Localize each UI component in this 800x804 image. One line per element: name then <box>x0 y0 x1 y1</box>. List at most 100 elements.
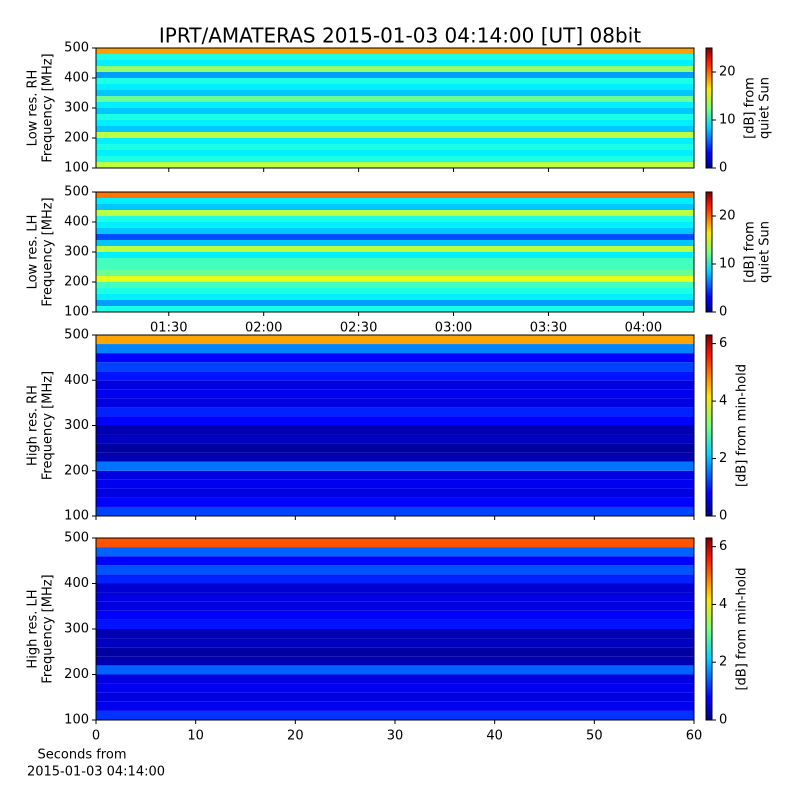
colorbar-tick-label: 20 <box>719 209 736 224</box>
spectrogram-cell <box>96 497 694 507</box>
spectrogram-cell <box>96 674 694 684</box>
x-tick-label: 10 <box>187 729 204 744</box>
y-axis-label: High res. RH <box>26 385 41 466</box>
colorbar-tick-label: 20 <box>719 65 736 80</box>
spectrogram-cell <box>96 120 694 126</box>
spectrogram-cell <box>96 282 694 288</box>
spectrogram-cell <box>96 629 694 639</box>
spectrogram-cell <box>96 48 694 54</box>
spectrogram-cell <box>96 246 694 252</box>
x-tick-label: 02:30 <box>340 321 377 336</box>
spectrogram-cell <box>96 156 694 162</box>
spectrogram-cell <box>96 78 694 84</box>
x-tick-label: 04:00 <box>625 321 662 336</box>
y-tick-label: 400 <box>64 215 89 230</box>
colorbar-label: [dB] from <box>743 77 758 139</box>
colorbar-tick-label: 2 <box>719 655 727 670</box>
spectrogram-cell <box>96 601 694 611</box>
spectrogram-cell <box>96 592 694 602</box>
colorbar <box>705 191 713 313</box>
colorbar-tick-label: 0 <box>719 509 727 524</box>
spectrogram-cell <box>96 96 694 102</box>
y-tick-label: 200 <box>64 275 89 290</box>
spectrogram-cell <box>96 60 694 66</box>
x-axis-label: Seconds from <box>37 748 126 763</box>
y-axis-label: Frequency [MHz] <box>41 574 56 683</box>
x-tick-label: 30 <box>387 729 404 744</box>
colorbar-tick-label: 0 <box>719 305 727 320</box>
spectrogram-cell <box>96 583 694 593</box>
y-tick-label: 100 <box>64 509 89 524</box>
spectrogram-cell <box>96 398 694 408</box>
spectrogram-cell <box>96 610 694 620</box>
colorbar-tick-label: 2 <box>719 451 727 466</box>
spectrogram-cell <box>96 452 694 462</box>
spectrogram-cell <box>96 72 694 78</box>
y-tick-label: 400 <box>64 576 89 591</box>
spectrogram-cell <box>96 252 694 258</box>
y-tick-label: 500 <box>64 41 89 56</box>
colorbar-label: [dB] from min-hold <box>735 364 750 487</box>
spectrogram-cell <box>96 701 694 711</box>
spectrogram-cell <box>96 547 694 557</box>
spectrogram-cell <box>96 300 694 306</box>
spectrogram-cell <box>96 258 694 264</box>
colorbar-tick-label: 4 <box>719 394 727 409</box>
spectrogram-cell <box>96 102 694 108</box>
spectrogram-cell <box>96 90 694 96</box>
y-axis-label: Frequency [MHz] <box>41 197 56 306</box>
spectrogram-cell <box>96 710 694 720</box>
spectrogram-cell <box>96 264 694 270</box>
spectrogram-cell <box>96 647 694 657</box>
colorbar-tick-label: 6 <box>719 336 727 351</box>
spectrogram-cell <box>96 665 694 675</box>
spectrogram-cell <box>96 216 694 222</box>
spectrogram-cell <box>96 479 694 489</box>
spectrogram-cell <box>96 380 694 390</box>
spectrogram-cell <box>96 434 694 444</box>
spectrogram-cell <box>96 138 694 144</box>
colorbar <box>705 47 713 169</box>
x-tick-label: 03:00 <box>435 321 472 336</box>
x-axis-label: 2015-01-03 04:14:00 <box>27 765 165 780</box>
colorbar-tick-label: 0 <box>719 161 727 176</box>
y-tick-label: 300 <box>64 418 89 433</box>
colorbar-tick-label: 10 <box>719 257 736 272</box>
y-axis-label: Frequency [MHz] <box>41 371 56 480</box>
spectrogram-cell <box>96 565 694 575</box>
spectrogram-cell <box>96 425 694 435</box>
x-tick-label: 60 <box>686 729 703 744</box>
spectrogram-cell <box>96 362 694 372</box>
spectrogram-cell <box>96 294 694 300</box>
spectrogram-cell <box>96 54 694 60</box>
y-axis-label: Frequency [MHz] <box>41 53 56 162</box>
y-tick-label: 100 <box>64 713 89 728</box>
colorbar-label: quiet Sun <box>758 77 773 139</box>
y-tick-label: 200 <box>64 131 89 146</box>
y-axis-label: Low res. LH <box>26 215 41 290</box>
spectrogram-cell <box>96 126 694 132</box>
spectrogram-cell <box>96 335 694 345</box>
colorbar-label: [dB] from min-hold <box>735 567 750 690</box>
spectrogram-cell <box>96 538 694 548</box>
y-axis-label: High res. LH <box>26 589 41 668</box>
spectrogram-cell <box>96 150 694 156</box>
spectrogram-cell <box>96 389 694 399</box>
y-tick-label: 100 <box>64 305 89 320</box>
spectrogram-cell <box>96 204 694 210</box>
spectrogram-cell <box>96 228 694 234</box>
figure-title: IPRT/AMATERAS 2015-01-03 04:14:00 [UT] 0… <box>159 24 641 48</box>
y-tick-label: 400 <box>64 71 89 86</box>
spectrogram-cell <box>96 656 694 666</box>
spectrogram-cell <box>96 371 694 381</box>
colorbar-label: [dB] from <box>743 221 758 283</box>
spectrogram-cell <box>96 132 694 138</box>
spectrogram-cell <box>96 84 694 90</box>
spectrogram-cell <box>96 683 694 693</box>
spectrogram-cell <box>96 66 694 72</box>
colorbar-label: quiet Sun <box>758 221 773 283</box>
spectrogram-cell <box>96 416 694 426</box>
spectrogram-cell <box>96 506 694 516</box>
spectrogram-cell <box>96 488 694 498</box>
colorbar-tick-label: 0 <box>719 713 727 728</box>
